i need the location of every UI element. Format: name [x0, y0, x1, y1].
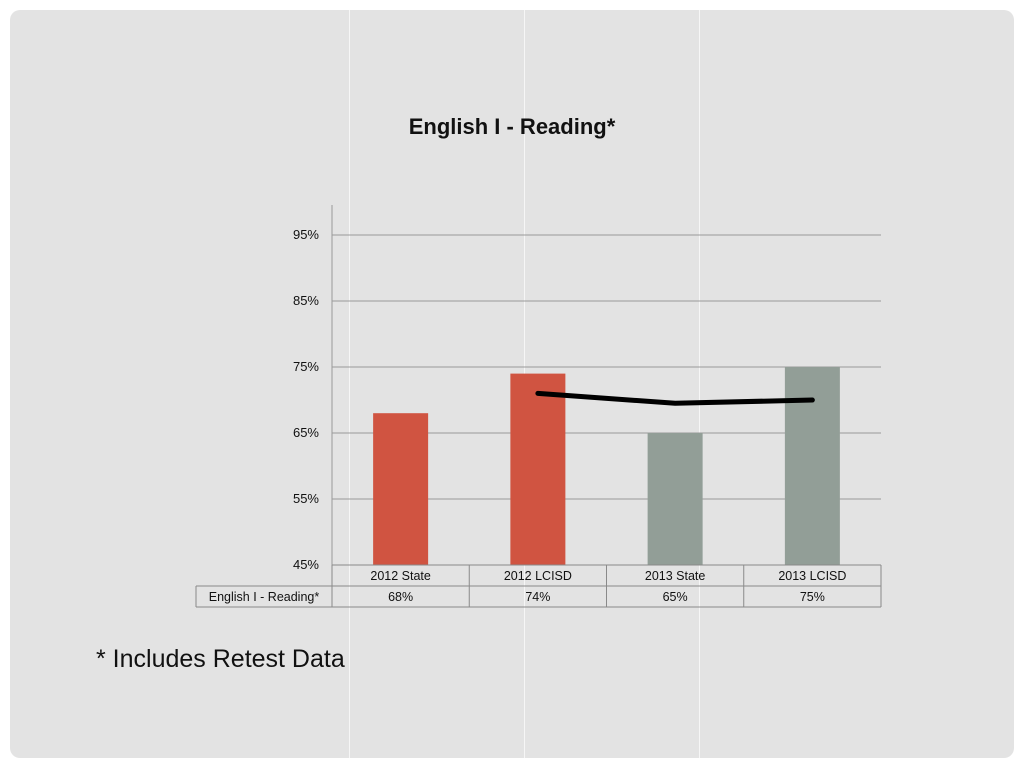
table-value-cell: 68% [388, 590, 413, 604]
bar [373, 413, 429, 565]
bar [510, 373, 566, 565]
x-category-label: 2013 LCISD [778, 569, 846, 583]
trendline [535, 390, 815, 406]
y-tick-label: 95% [293, 227, 319, 242]
x-category-label: 2012 State [370, 569, 431, 583]
table-value-cell: 75% [800, 590, 825, 604]
slide-divider-line [349, 10, 350, 758]
table-row-label: English I - Reading* [209, 590, 320, 604]
table-value-cell: 74% [525, 590, 550, 604]
y-tick-label: 85% [293, 293, 319, 308]
y-tick-label: 45% [293, 557, 319, 572]
chart-title: English I - Reading* [408, 114, 616, 139]
y-tick-label: 65% [293, 425, 319, 440]
slide-divider-line [699, 10, 700, 758]
y-tick-label: 75% [293, 359, 319, 374]
table-value-cell: 65% [663, 590, 688, 604]
x-category-label: 2013 State [645, 569, 706, 583]
y-tick-label: 55% [293, 491, 319, 506]
x-category-label: 2012 LCISD [504, 569, 572, 583]
footnote: * Includes Retest Data [96, 645, 345, 673]
bar [784, 367, 840, 565]
bar [647, 433, 703, 565]
